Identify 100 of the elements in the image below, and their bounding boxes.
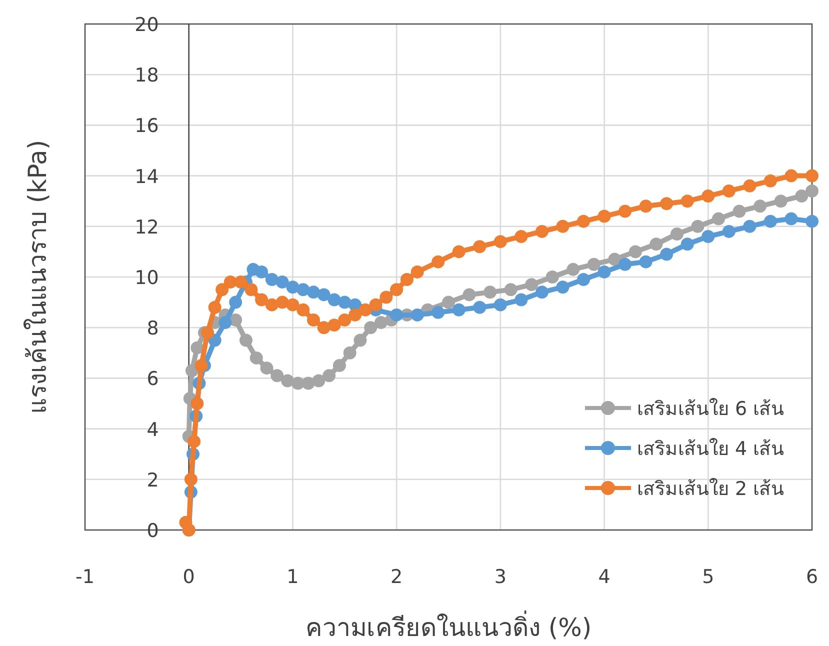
y-tick-label: 6: [146, 368, 159, 390]
point: [702, 230, 715, 244]
point: [400, 273, 414, 286]
point: [338, 314, 352, 327]
point: [216, 283, 229, 296]
point: [691, 220, 704, 233]
point: [286, 280, 300, 294]
point: [494, 298, 507, 312]
point: [484, 286, 497, 299]
point: [250, 351, 263, 364]
point: [598, 210, 611, 223]
point: [743, 179, 756, 192]
point: [312, 374, 326, 388]
point: [208, 334, 222, 347]
point: [194, 359, 208, 372]
point: [525, 278, 538, 292]
point: [660, 248, 674, 261]
point: [281, 374, 294, 388]
legend-label: เสริมเส้นใย 4 เส้น: [637, 438, 784, 460]
point: [535, 286, 548, 299]
point: [390, 308, 404, 322]
point: [276, 296, 289, 309]
point: [374, 316, 388, 330]
point: [660, 197, 674, 210]
point: [680, 194, 694, 208]
y-tick-label: 18: [134, 64, 159, 87]
x-tick-label: 1: [286, 566, 299, 588]
point: [317, 321, 330, 334]
point: [639, 200, 652, 213]
point: [452, 245, 466, 258]
legend-label: เสริมเส้นใย 2 เส้น: [637, 478, 784, 500]
point: [184, 472, 198, 486]
point: [743, 220, 756, 233]
point: [514, 230, 528, 244]
point: [639, 255, 652, 268]
point: [722, 224, 736, 238]
point: [764, 174, 777, 188]
point: [650, 238, 663, 251]
point: [628, 245, 642, 258]
y-tick-label: 4: [146, 418, 159, 441]
y-tick-label: 10: [134, 267, 159, 289]
point: [201, 326, 214, 340]
point: [190, 341, 204, 354]
point: [255, 265, 268, 278]
point: [410, 265, 424, 278]
point: [754, 200, 767, 213]
point: [535, 224, 548, 238]
point: [432, 306, 445, 319]
y-axis-title: แรงเค้นในแนวราบ (kPa): [23, 140, 52, 414]
point: [239, 334, 252, 347]
point: [764, 214, 777, 228]
point: [618, 258, 632, 271]
point: [680, 238, 694, 251]
point: [670, 227, 684, 240]
point: [722, 184, 736, 198]
point: [556, 220, 570, 233]
point: [410, 308, 424, 322]
point: [234, 276, 248, 289]
point: [473, 300, 486, 314]
point: [380, 290, 393, 304]
point: [328, 318, 341, 332]
point: [348, 308, 362, 322]
y-tick-label: 14: [134, 166, 159, 188]
point: [369, 298, 382, 312]
point: [208, 300, 222, 314]
point: [185, 364, 198, 378]
point: [618, 204, 632, 218]
point: [306, 286, 320, 299]
point: [566, 262, 580, 276]
point: [806, 169, 818, 182]
point: [260, 362, 274, 375]
x-tick-label: 6: [806, 566, 818, 588]
point: [514, 293, 528, 306]
y-tick-label: 8: [146, 318, 159, 340]
y-tick-label: 2: [146, 469, 159, 492]
point: [286, 298, 300, 312]
point: [806, 184, 818, 198]
point: [587, 258, 600, 271]
point: [296, 283, 310, 296]
point: [265, 273, 278, 286]
point: [784, 169, 798, 182]
point: [229, 296, 242, 309]
point: [390, 283, 404, 296]
x-tick-label: 5: [702, 566, 714, 588]
point: [322, 369, 336, 382]
point: [255, 293, 268, 306]
x-tick-label: -1: [76, 566, 94, 588]
point: [598, 265, 611, 278]
point: [462, 288, 476, 302]
point: [364, 321, 378, 334]
legend-label: เสริมเส้นใย 6 เส้น: [637, 398, 784, 420]
point: [332, 359, 346, 372]
point: [432, 255, 445, 268]
point: [702, 190, 715, 203]
point: [442, 296, 455, 309]
point: [338, 296, 352, 309]
y-tick-label: 12: [134, 216, 159, 238]
point: [296, 303, 310, 316]
point: [276, 276, 289, 289]
point: [270, 369, 284, 382]
